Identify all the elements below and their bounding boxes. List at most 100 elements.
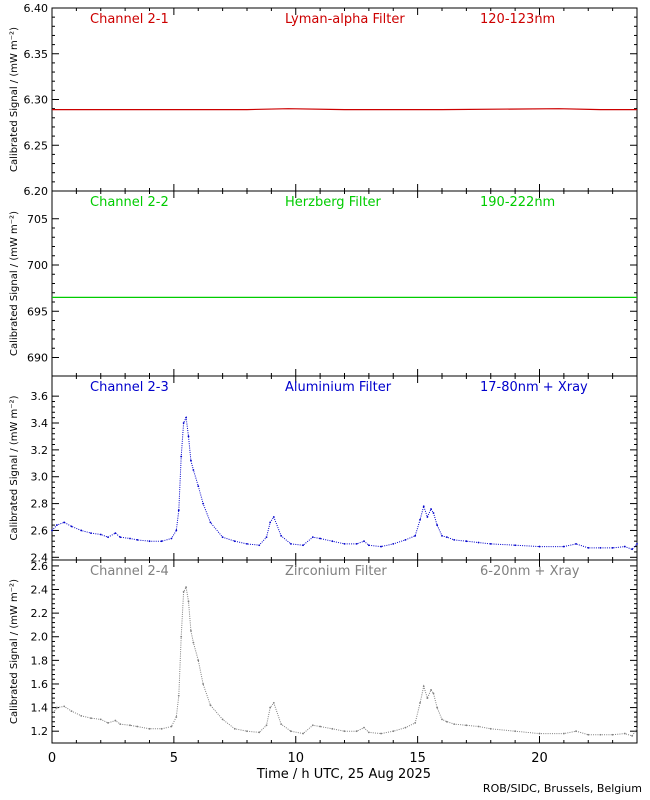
data-point [611, 547, 614, 549]
data-point [430, 688, 432, 691]
data-point [246, 542, 248, 545]
x-tick-label: 15 [409, 751, 426, 766]
data-point [63, 705, 66, 708]
data-point [611, 733, 614, 736]
y-tick-label: 6.30 [24, 94, 49, 107]
y-tick-label: 700 [27, 259, 48, 272]
y-tick-label: 2.6 [31, 524, 49, 537]
data-point [445, 720, 448, 723]
data-point [187, 600, 190, 603]
data-point [258, 544, 261, 547]
data-point [453, 723, 456, 726]
data-point [114, 719, 117, 722]
data-point [426, 516, 429, 518]
data-point [175, 716, 178, 718]
data-point [367, 544, 370, 547]
data-point [80, 529, 83, 532]
data-point [182, 590, 185, 593]
data-point [182, 422, 185, 424]
data-point [197, 659, 200, 662]
data-point [430, 508, 432, 510]
data-point [265, 536, 268, 539]
filter-label: Zirconium Filter [285, 564, 387, 579]
data-point [477, 725, 480, 728]
data-point [319, 537, 322, 540]
data-point [280, 534, 283, 537]
data-point [355, 542, 358, 545]
y-tick-label: 3.0 [31, 471, 49, 484]
data-point [269, 706, 272, 709]
data-point [343, 730, 346, 733]
y-axis-label: Calibrated Signal / (mW m⁻²) [9, 211, 20, 356]
data-point [514, 730, 517, 733]
data-point [209, 704, 212, 707]
data-point [197, 485, 200, 488]
data-point [177, 694, 180, 697]
y-tick-label: 690 [27, 352, 48, 365]
y-axis-label: Calibrated Signal / (mW m⁻²) [9, 395, 20, 540]
data-point [453, 538, 456, 541]
data-point [311, 724, 314, 727]
data-point [129, 724, 131, 727]
data-point [185, 586, 187, 589]
data-point [246, 730, 248, 733]
data-point [363, 726, 365, 729]
channel-label: Channel 2-3 [90, 380, 169, 395]
data-point [269, 521, 272, 524]
data-point [80, 714, 83, 717]
data-point [119, 723, 122, 726]
data-point [190, 459, 192, 462]
x-tick-label: 20 [531, 751, 548, 766]
y-tick-label: 2.0 [31, 631, 49, 644]
channel-panel: 1.2 1.4 1.6 1.8 2.0 2.2 2.4 2.6 Calibrated Signa… [9, 559, 638, 744]
data-point [343, 542, 346, 545]
data-point [436, 524, 439, 526]
data-point [422, 685, 425, 688]
data-point [107, 722, 109, 724]
x-tick-label: 10 [287, 751, 304, 766]
data-point [63, 521, 66, 524]
filter-label: Herzberg Filter [285, 195, 382, 210]
data-point [160, 540, 163, 543]
data-point [319, 725, 322, 728]
data-point [392, 542, 395, 545]
data-point [445, 536, 448, 539]
data-point [432, 692, 435, 695]
data-point [177, 509, 180, 512]
data-point [432, 512, 435, 514]
data-point [575, 730, 577, 733]
y-tick-label: 3.4 [31, 417, 49, 430]
data-point [380, 732, 382, 735]
data-point [465, 540, 468, 543]
band-label: 120-123nm [480, 12, 555, 27]
data-point [538, 732, 541, 735]
data-point [180, 635, 183, 638]
band-label: 190-222nm [480, 195, 555, 210]
y-tick-label: 705 [27, 213, 48, 226]
y-tick-label: 2.4 [31, 584, 49, 597]
data-point [265, 724, 268, 727]
data-point [70, 710, 73, 713]
data-point [302, 732, 304, 735]
data-point [148, 727, 151, 730]
data-point [587, 733, 590, 736]
y-tick-label: 2.8 [31, 498, 49, 511]
data-point [190, 629, 192, 632]
data-point [202, 502, 205, 505]
x-tick-label: 5 [170, 751, 178, 766]
data-point [233, 540, 236, 543]
data-point [51, 529, 53, 532]
data-point [302, 544, 304, 547]
channel-label: Channel 2-1 [90, 12, 169, 27]
x-axis-label: Time / h UTC, 25 Aug 2025 [256, 767, 431, 782]
data-point [436, 706, 439, 709]
data-point [355, 730, 358, 733]
data-point [55, 706, 58, 709]
data-point [426, 697, 429, 700]
series-trace [51, 415, 638, 550]
data-point [129, 537, 131, 540]
y-axis-label: Calibrated Signal / (mW m⁻²) [9, 579, 20, 724]
data-point [90, 717, 92, 720]
